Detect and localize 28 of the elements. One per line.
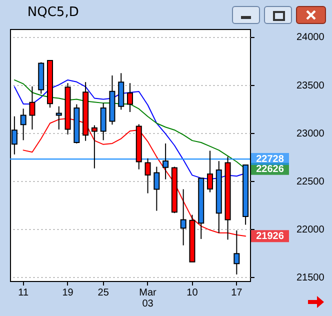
x-tick-label: 17 — [231, 288, 243, 298]
x-tick-label: Mar 03 — [139, 288, 158, 310]
x-tick-label: 25 — [98, 288, 110, 298]
y-tick-label: 22500 — [296, 176, 325, 188]
x-tick-label: 19 — [62, 288, 74, 298]
y-tick-label: 21500 — [296, 272, 325, 284]
y-tick-label: 23500 — [296, 80, 325, 92]
candlestick — [56, 106, 62, 130]
x-tick-label: 11 — [18, 288, 29, 298]
data-label: 22626 — [256, 164, 284, 175]
candlestick — [162, 142, 169, 180]
candlestick — [100, 102, 106, 141]
y-tick-label: 22000 — [296, 224, 325, 236]
data-label: 21926 — [256, 231, 284, 242]
candlestick — [234, 230, 240, 275]
x-tick-label: 10 — [186, 288, 198, 298]
chart-title: NQC5,D — [27, 5, 79, 20]
candlestick — [20, 108, 26, 141]
y-tick-label: 24000 — [296, 32, 325, 44]
candlestick — [154, 166, 160, 212]
candlestick — [207, 150, 213, 193]
ref-line-label: 22728 — [256, 154, 284, 166]
y-tick-label: 23000 — [296, 128, 325, 140]
candlestick — [29, 86, 36, 130]
candlestick — [127, 82, 133, 113]
candlestick — [180, 188, 186, 246]
candlestick — [91, 124, 98, 169]
candlestick — [144, 158, 151, 194]
